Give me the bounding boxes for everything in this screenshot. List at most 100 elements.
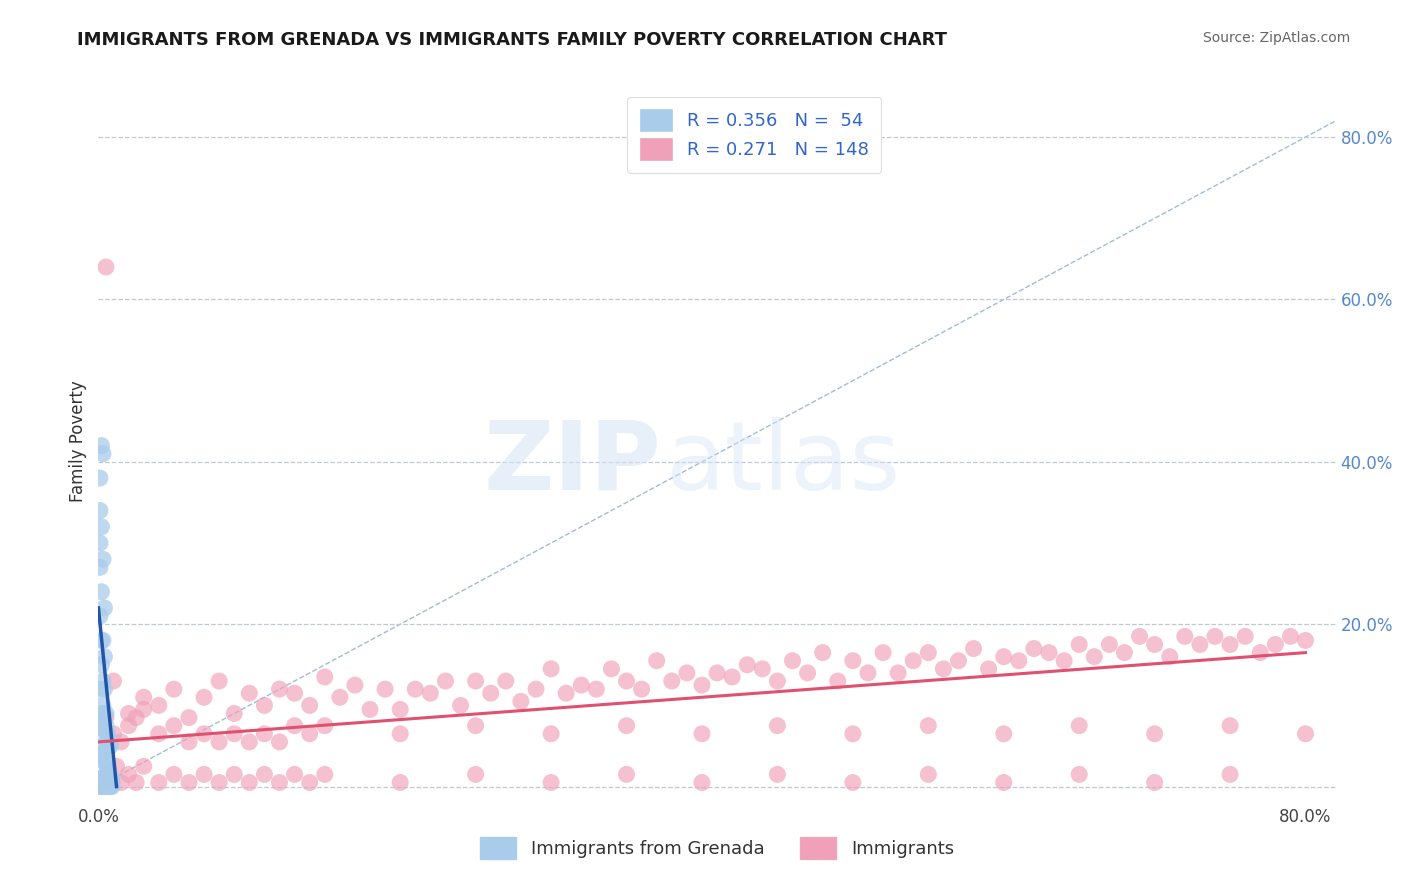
Point	[343, 678, 366, 692]
Point	[616, 719, 638, 733]
Point	[917, 646, 939, 660]
Point	[100, 739, 122, 753]
Point	[1188, 638, 1211, 652]
Point	[94, 710, 117, 724]
Point	[96, 775, 118, 789]
Point	[100, 772, 122, 786]
Point	[93, 723, 115, 737]
Point	[94, 780, 117, 794]
Point	[616, 767, 638, 781]
Point	[827, 673, 849, 688]
Point	[91, 747, 114, 761]
Point	[569, 678, 592, 692]
Point	[89, 772, 111, 786]
Point	[93, 755, 115, 769]
Point	[284, 719, 307, 733]
Point	[1114, 646, 1136, 660]
Point	[90, 657, 112, 672]
Point	[1022, 641, 1045, 656]
Point	[314, 719, 336, 733]
Point	[948, 654, 970, 668]
Point	[91, 698, 114, 713]
Point	[782, 654, 804, 668]
Point	[103, 673, 125, 688]
Point	[94, 775, 117, 789]
Point	[163, 682, 186, 697]
Point	[284, 767, 307, 781]
Point	[132, 702, 155, 716]
Text: Source: ZipAtlas.com: Source: ZipAtlas.com	[1202, 31, 1350, 45]
Point	[93, 775, 115, 789]
Point	[298, 727, 321, 741]
Point	[630, 682, 652, 697]
Point	[1143, 775, 1166, 789]
Point	[284, 686, 307, 700]
Point	[1279, 629, 1302, 643]
Point	[540, 775, 562, 789]
Point	[132, 690, 155, 705]
Point	[90, 520, 112, 534]
Point	[163, 719, 186, 733]
Point	[91, 772, 114, 786]
Point	[887, 665, 910, 680]
Point	[585, 682, 607, 697]
Point	[96, 767, 118, 781]
Point	[238, 735, 260, 749]
Point	[89, 682, 111, 697]
Point	[90, 714, 112, 729]
Point	[96, 764, 118, 778]
Point	[1069, 638, 1091, 652]
Point	[1143, 638, 1166, 652]
Point	[93, 780, 115, 794]
Y-axis label: Family Poverty: Family Poverty	[69, 381, 87, 502]
Point	[91, 633, 114, 648]
Point	[842, 775, 865, 789]
Point	[91, 673, 114, 688]
Point	[238, 775, 260, 789]
Text: ZIP: ZIP	[484, 417, 661, 509]
Point	[208, 775, 231, 789]
Point	[1083, 649, 1105, 664]
Point	[94, 755, 117, 769]
Point	[1143, 727, 1166, 741]
Point	[464, 767, 486, 781]
Point	[110, 775, 132, 789]
Point	[540, 662, 562, 676]
Point	[89, 609, 111, 624]
Point	[90, 584, 112, 599]
Point	[796, 665, 818, 680]
Legend: Immigrants from Grenada, Immigrants: Immigrants from Grenada, Immigrants	[472, 830, 962, 866]
Point	[208, 673, 231, 688]
Point	[238, 686, 260, 700]
Point	[110, 735, 132, 749]
Point	[329, 690, 352, 705]
Point	[766, 719, 789, 733]
Point	[253, 698, 276, 713]
Point	[89, 503, 111, 517]
Point	[193, 767, 215, 781]
Point	[1128, 629, 1150, 643]
Point	[98, 764, 121, 778]
Point	[148, 727, 170, 741]
Point	[298, 775, 321, 789]
Point	[90, 747, 112, 761]
Point	[359, 702, 381, 716]
Point	[600, 662, 623, 676]
Point	[93, 649, 115, 664]
Point	[314, 670, 336, 684]
Point	[90, 439, 112, 453]
Point	[389, 775, 412, 789]
Point	[94, 260, 117, 274]
Point	[163, 767, 186, 781]
Point	[193, 690, 215, 705]
Point	[1219, 719, 1241, 733]
Point	[177, 735, 200, 749]
Point	[94, 719, 117, 733]
Point	[89, 780, 111, 794]
Point	[932, 662, 955, 676]
Point	[1295, 633, 1317, 648]
Point	[1204, 629, 1226, 643]
Point	[224, 727, 246, 741]
Point	[1069, 767, 1091, 781]
Point	[96, 727, 118, 741]
